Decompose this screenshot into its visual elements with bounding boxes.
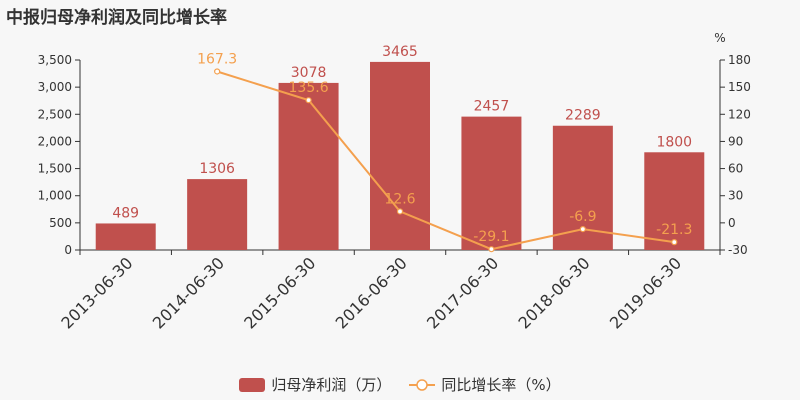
left-tick-label: 2,000: [38, 134, 72, 148]
line-value-label: 12.6: [384, 191, 415, 207]
legend-line-swatch: [409, 378, 436, 391]
left-tick-label: 0: [64, 243, 72, 257]
line-point: [579, 226, 586, 233]
x-tick-label: 2015-06-30: [240, 253, 319, 332]
legend-line-label: 同比增长率（%）: [441, 376, 561, 394]
line-value-label: 167.3: [197, 51, 237, 67]
line-point: [396, 208, 404, 215]
right-tick-label: 180: [728, 53, 751, 67]
bar-value-label: 1800: [656, 134, 692, 150]
left-tick-label: 1,500: [38, 162, 72, 176]
line-point: [214, 68, 221, 75]
line-point: [488, 246, 495, 253]
bar: [644, 152, 705, 250]
x-tick-label: 2014-06-30: [149, 253, 228, 332]
bar: [461, 116, 522, 251]
right-tick-label: 30: [728, 189, 743, 203]
bar: [95, 223, 156, 250]
right-tick-label: 120: [728, 107, 751, 121]
bar: [187, 179, 248, 250]
x-tick-label: 2017-06-30: [423, 253, 502, 332]
growth-line: [216, 70, 675, 251]
bar-value-label: 3465: [382, 44, 418, 60]
x-tick-label: 2013-06-30: [57, 253, 136, 332]
right-tick-label: 150: [728, 80, 751, 94]
right-axis-unit: %: [714, 31, 725, 45]
bar-value-label: 2289: [565, 108, 601, 124]
left-tick-label: 500: [49, 216, 72, 230]
x-tick-label: 2019-06-30: [606, 253, 685, 332]
bar-value-label: 489: [112, 205, 139, 221]
right-tick-label: 60: [728, 162, 743, 176]
legend-item-line[interactable]: 同比增长率（%）: [409, 374, 561, 395]
line-value-label: -29.1: [473, 229, 509, 245]
legend: 归母净利润（万） 同比增长率（%）: [0, 374, 800, 395]
right-tick-label: 90: [728, 134, 743, 148]
x-tick-label: 2018-06-30: [515, 253, 594, 332]
x-tick-label: 2016-06-30: [332, 253, 411, 332]
bar: [370, 61, 430, 251]
line-value-label: -6.9: [569, 209, 596, 225]
line-value-label: 135.6: [289, 80, 329, 96]
line-point: [305, 97, 312, 104]
bar-value-label: 1306: [199, 161, 235, 177]
legend-bar-label: 归母净利润（万）: [271, 376, 392, 394]
left-tick-label: 2,500: [38, 107, 72, 121]
line-point: [671, 239, 678, 246]
bar: [278, 82, 339, 250]
line-value-label: -21.3: [656, 222, 692, 238]
bar-value-label: 2457: [474, 99, 510, 115]
left-tick-label: 1,000: [38, 189, 72, 203]
left-tick-label: 3,500: [38, 53, 72, 67]
chart-title: 中报归母净利润及同比增长率: [6, 8, 227, 28]
right-tick-label: 0: [728, 216, 736, 230]
right-tick-label: -30: [728, 243, 748, 257]
left-tick-label: 3,000: [38, 80, 72, 94]
bar-value-label: 3078: [291, 65, 327, 81]
legend-item-bar[interactable]: 归母净利润（万）: [239, 374, 391, 395]
legend-bar-swatch: [239, 377, 266, 392]
